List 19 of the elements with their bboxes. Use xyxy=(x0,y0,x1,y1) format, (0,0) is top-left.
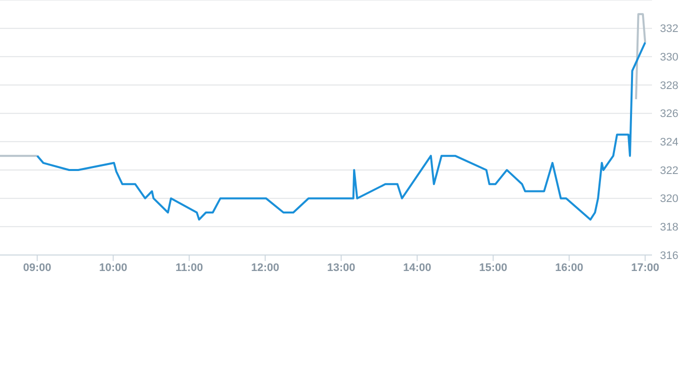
x-tick-label: 10:00 xyxy=(99,262,128,274)
y-tick-label: 332 xyxy=(660,23,678,36)
x-tick-label: 16:00 xyxy=(555,262,584,274)
y-tick-label: 322 xyxy=(660,164,678,177)
x-tick-label: 13:00 xyxy=(327,262,356,274)
line-series xyxy=(36,42,646,221)
x-tick-label: 15:00 xyxy=(479,262,508,274)
x-tick-label: 12:00 xyxy=(251,262,280,274)
y-tick-label: 318 xyxy=(660,222,678,234)
x-tick-label: 17:00 xyxy=(631,262,660,274)
y-tick-label: 324 xyxy=(660,136,678,149)
y-tick-label: 326 xyxy=(660,108,678,120)
x-tick-label: 11:00 xyxy=(175,262,203,274)
y-tick-label: 328 xyxy=(660,80,678,92)
y-tick-label: 320 xyxy=(660,193,678,206)
y-tick-label: 330 xyxy=(660,52,678,64)
x-tick-label: 14:00 xyxy=(403,262,432,274)
x-tick-label: 09:00 xyxy=(23,262,52,274)
y-tick-label: 316 xyxy=(660,250,678,262)
